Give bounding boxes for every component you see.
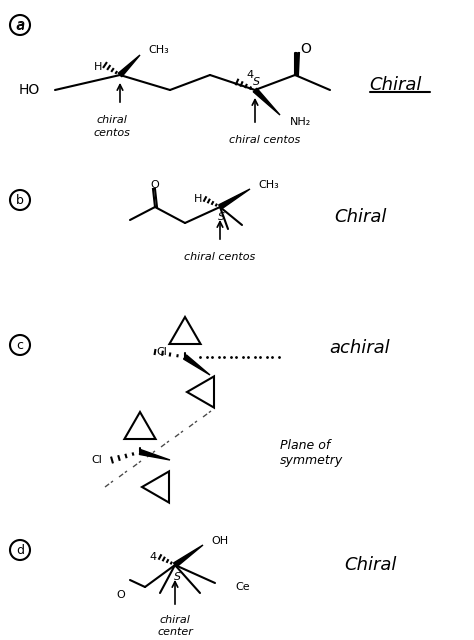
Text: NH₂: NH₂ — [290, 117, 311, 127]
Text: Cl: Cl — [156, 347, 167, 357]
Text: Chiral: Chiral — [369, 76, 421, 94]
Text: chiral centos: chiral centos — [229, 135, 301, 145]
Text: Plane of: Plane of — [280, 438, 330, 451]
Text: c: c — [17, 339, 24, 351]
Text: 4: 4 — [246, 70, 254, 80]
Polygon shape — [183, 355, 210, 375]
Text: chiral: chiral — [160, 615, 191, 625]
Text: a: a — [16, 19, 24, 31]
Text: Ce: Ce — [235, 582, 250, 592]
Text: achiral: achiral — [330, 339, 390, 357]
Polygon shape — [139, 449, 170, 460]
Text: symmetry: symmetry — [280, 454, 343, 467]
Polygon shape — [253, 88, 280, 115]
Text: S: S — [219, 212, 226, 222]
Polygon shape — [118, 55, 140, 77]
Text: O: O — [151, 180, 159, 190]
Polygon shape — [173, 545, 203, 567]
Text: chiral: chiral — [97, 115, 128, 125]
Text: OH: OH — [211, 536, 228, 546]
Text: CH₃: CH₃ — [148, 45, 169, 55]
Text: Chiral: Chiral — [344, 556, 396, 574]
Text: chiral centos: chiral centos — [184, 252, 255, 262]
Text: HO: HO — [19, 83, 40, 97]
Text: centos: centos — [93, 128, 130, 138]
Text: d: d — [16, 543, 24, 557]
Text: H: H — [94, 62, 102, 72]
Text: S: S — [254, 77, 261, 87]
Text: Chiral: Chiral — [334, 208, 386, 226]
Text: a: a — [15, 17, 25, 33]
Text: b: b — [16, 193, 24, 207]
Text: 4: 4 — [150, 552, 157, 562]
Text: H: H — [193, 194, 202, 204]
Text: O: O — [300, 42, 311, 56]
Text: S: S — [173, 572, 181, 582]
Text: Cl: Cl — [91, 455, 102, 465]
Text: CH₃: CH₃ — [258, 180, 279, 190]
Text: center: center — [157, 627, 193, 637]
Polygon shape — [219, 189, 250, 209]
Text: O: O — [116, 590, 125, 600]
